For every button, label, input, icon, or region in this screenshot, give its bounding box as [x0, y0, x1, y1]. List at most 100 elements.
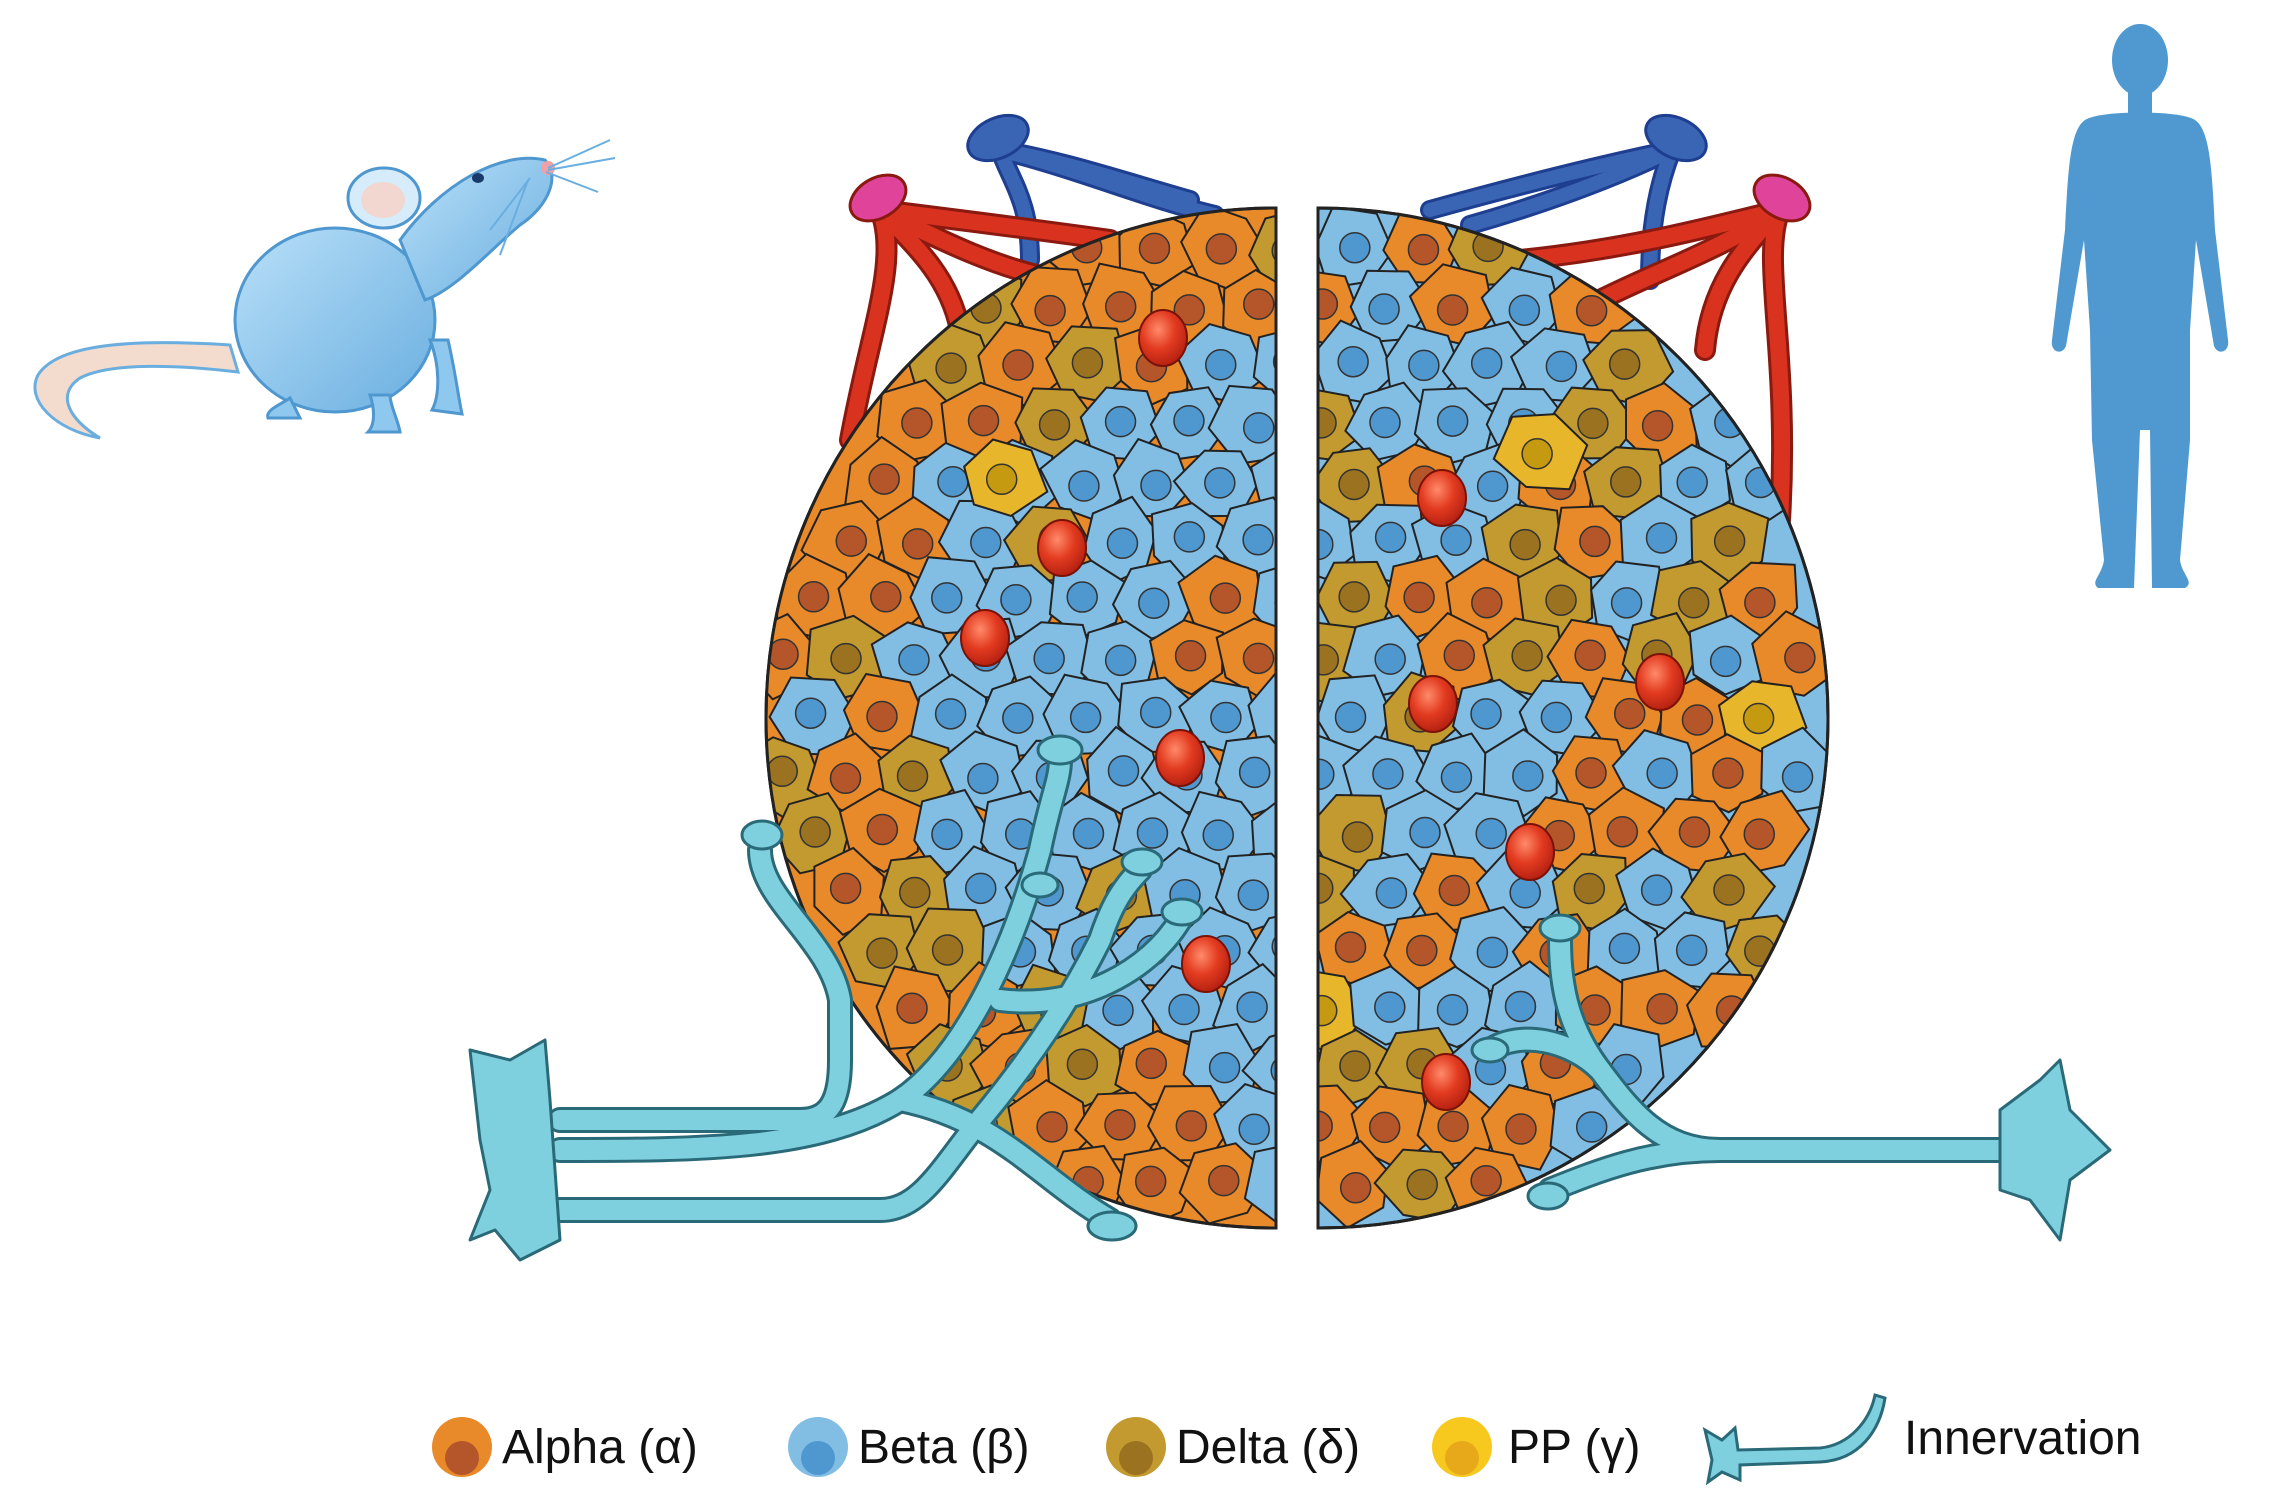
alpha-nucleus: [1470, 1164, 1502, 1197]
legend-item-pp: PP (γ): [1432, 1417, 1640, 1477]
beta-nucleus: [1709, 645, 1742, 678]
human-islet: [1316, 206, 1830, 1230]
beta-nucleus: [1272, 345, 1276, 378]
alpha-nucleus: [1134, 1165, 1167, 1198]
beta-nucleus: [1436, 405, 1469, 437]
delta-nucleus: [1608, 348, 1641, 380]
delta-nucleus: [1341, 821, 1374, 853]
red-blood-cell: [1155, 729, 1205, 787]
beta-nucleus: [1339, 231, 1371, 264]
delta-nucleus: [896, 760, 929, 792]
beta-nucleus: [1408, 349, 1440, 382]
beta-nucleus: [1470, 698, 1502, 730]
delta-nucleus: [1318, 644, 1340, 676]
beta-nucleus: [1476, 936, 1509, 969]
beta-nucleus: [934, 698, 967, 730]
alpha-nucleus: [866, 700, 898, 733]
innervation-right: [1470, 913, 2112, 1242]
mouse-islet-cells: [766, 208, 1309, 1228]
human-islet-cells: [1318, 208, 1828, 1228]
mouse-icon: [33, 139, 616, 440]
beta-nucleus: [1173, 404, 1205, 437]
pp-nucleus: [1742, 702, 1775, 735]
neuron-icon: [1702, 1393, 1887, 1486]
beta-nucleus: [1000, 583, 1032, 616]
alpha-nucleus: [1575, 757, 1607, 789]
beta-nucleus: [1271, 930, 1276, 963]
alpha-nucleus: [1138, 232, 1171, 265]
beta-nucleus: [964, 872, 997, 905]
beta-nucleus: [1168, 993, 1200, 1026]
red-blood-cell: [1417, 469, 1467, 527]
beta-nucleus: [1440, 761, 1473, 794]
alpha-nucleus: [1436, 294, 1469, 326]
alpha-nucleus: [1406, 934, 1438, 967]
alpha-nucleus: [1036, 1111, 1068, 1143]
alpha-nucleus: [901, 528, 934, 560]
beta-nucleus: [1368, 293, 1400, 325]
alpha-nucleus: [1606, 815, 1639, 848]
red-blood-cell: [1408, 675, 1458, 733]
alpha-nucleus: [901, 407, 933, 439]
alpha-nucleus: [1173, 294, 1206, 326]
red-blood-cell: [1635, 653, 1685, 711]
beta-nucleus: [1277, 705, 1307, 735]
alpha-nucleus: [1641, 409, 1674, 442]
beta-nucleus: [1545, 350, 1578, 383]
alpha-nucleus: [1574, 639, 1606, 672]
beta-nucleus: [1066, 581, 1098, 613]
beta-nucleus: [1173, 521, 1206, 553]
beta-nucleus: [1504, 990, 1537, 1023]
delta-nucleus: [830, 642, 862, 675]
beta-nucleus: [970, 526, 1002, 559]
red-blood-cell: [1037, 519, 1087, 577]
beta-nucleus: [1436, 993, 1469, 1026]
beta-nucleus: [1107, 755, 1140, 787]
alpha-nucleus: [1174, 640, 1207, 672]
beta-nucleus: [1781, 761, 1814, 793]
beta-nucleus: [1279, 818, 1309, 848]
beta-nucleus: [1476, 470, 1509, 503]
delta-nucleus: [1406, 1168, 1438, 1201]
beta-nucleus: [1318, 528, 1334, 561]
delta-nucleus: [1509, 528, 1541, 561]
beta-nucleus: [1237, 879, 1270, 911]
delta-nucleus: [1677, 587, 1710, 619]
beta-nucleus: [931, 818, 963, 851]
beta-nucleus: [1372, 758, 1404, 790]
alpha-nucleus: [797, 580, 830, 613]
beta-nucleus: [1440, 524, 1472, 556]
alpha-nucleus: [1104, 1109, 1136, 1141]
delta-nucleus: [1573, 872, 1606, 905]
beta-nucleus: [1337, 345, 1369, 378]
beta-nucleus: [1069, 701, 1102, 734]
beta-nucleus: [1140, 469, 1172, 502]
beta-nucleus: [1139, 696, 1172, 729]
alpha-nucleus: [1712, 757, 1744, 789]
delta-nucleus: [1511, 639, 1543, 672]
delta-nucleus: [766, 755, 798, 788]
alpha-nucleus: [835, 525, 868, 557]
beta-nucleus: [1274, 586, 1276, 619]
alpha-nucleus: [1368, 1111, 1401, 1144]
alpha-nucleus: [1104, 290, 1137, 323]
legend: Alpha (α) Beta (β) Delta (δ) PP (γ) Inne…: [432, 1393, 2142, 1486]
legend-item-beta: Beta (β): [788, 1417, 1030, 1477]
beta-nucleus: [1138, 587, 1170, 619]
beta-nucleus: [1104, 405, 1137, 438]
delta-nucleus: [1271, 234, 1276, 267]
legend-label-alpha: Alpha (α): [502, 1421, 698, 1474]
beta-nucleus: [1374, 521, 1407, 554]
delta-nucleus: [899, 876, 931, 909]
alpha-nucleus: [1505, 1113, 1537, 1145]
beta-nucleus: [1275, 468, 1276, 500]
delta-nucleus: [1318, 872, 1334, 905]
alpha-nucleus: [1443, 639, 1476, 672]
delta-nucleus: [1038, 409, 1071, 441]
blood-vessels-right: [1420, 113, 1812, 531]
alpha-nucleus: [967, 404, 1000, 437]
beta-nucleus: [1202, 819, 1234, 851]
delta-nucleus: [1713, 874, 1745, 906]
alpha-nucleus: [829, 872, 862, 905]
legend-item-alpha: Alpha (α): [432, 1417, 698, 1477]
